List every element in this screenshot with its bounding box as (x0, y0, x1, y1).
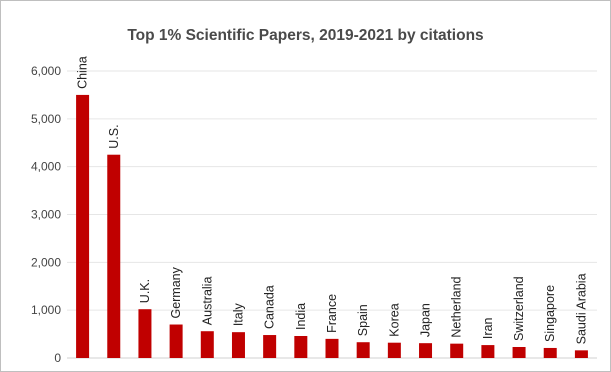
category-label: Japan (419, 303, 433, 337)
category-label: Singapore (543, 285, 557, 342)
bar (231, 332, 245, 358)
category-label: China (76, 56, 90, 89)
bar (387, 342, 401, 358)
y-axis: 0 1,000 2,000 3,000 4,000 5,000 6,000 (31, 64, 61, 365)
bar (263, 335, 277, 358)
bar (294, 335, 308, 358)
bar (138, 309, 152, 358)
bar (481, 345, 495, 358)
category-label: Netherland (450, 276, 464, 337)
bar (419, 343, 433, 358)
category-label: Korea (387, 303, 401, 336)
category-label: Switzerland (512, 276, 526, 341)
category-label: Australia (200, 277, 214, 326)
category-label: Spain (356, 304, 370, 336)
category-labels: China U.S. U.K. Germany Australia Italy Canada… (76, 56, 589, 344)
y-tick-label: 0 (54, 351, 61, 365)
y-tick-label: 3,000 (31, 208, 61, 222)
y-tick-label: 6,000 (31, 64, 61, 78)
category-label: Germany (169, 266, 183, 318)
bar (512, 346, 526, 358)
bars (76, 94, 588, 359)
category-label: U.S. (107, 124, 121, 148)
category-label: India (294, 303, 308, 330)
y-tick-label: 4,000 (31, 160, 61, 174)
bar (450, 343, 464, 358)
bar (169, 324, 183, 358)
bar (107, 154, 121, 358)
bar (543, 347, 557, 358)
category-label: France (325, 294, 339, 333)
bar (325, 338, 339, 358)
chart-title: Top 1% Scientific Papers, 2019-2021 by c… (127, 27, 484, 44)
bar (356, 342, 370, 358)
category-label: Iran (481, 317, 495, 339)
y-tick-label: 5,000 (31, 112, 61, 126)
bar (574, 350, 588, 358)
bar (76, 94, 90, 359)
y-tick-label: 2,000 (31, 255, 61, 269)
bar (200, 331, 214, 358)
category-label: Canada (263, 285, 277, 329)
category-label: U.K. (138, 279, 152, 303)
category-label: Italy (231, 302, 245, 326)
category-label: Saudi Arabia (574, 273, 588, 344)
y-tick-label: 1,000 (31, 303, 61, 317)
